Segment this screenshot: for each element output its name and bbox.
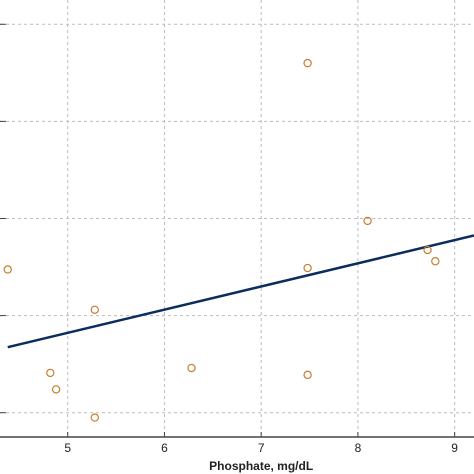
data-point — [51, 385, 61, 394]
data-point — [187, 363, 196, 373]
data-point — [46, 368, 55, 378]
data-point — [303, 58, 312, 68]
x-tick-label: 6 — [161, 441, 168, 455]
data-point — [303, 263, 312, 273]
x-tick-label: 5 — [64, 441, 71, 455]
data-point — [90, 413, 100, 422]
grid — [0, 0, 474, 437]
data-point — [303, 370, 312, 380]
x-tick-labels: 5 6 7 8 9 — [64, 441, 458, 455]
data-point — [431, 257, 440, 266]
data-points — [3, 58, 440, 422]
data-point — [363, 216, 372, 226]
trendline — [7, 234, 474, 349]
data-point — [90, 305, 100, 314]
axes — [0, 23, 474, 438]
x-tick-label: 9 — [451, 441, 458, 455]
x-tick-label: 8 — [355, 441, 362, 455]
trendline-group — [7, 234, 474, 349]
x-axis-title: Phosphate, mg/dL — [209, 459, 313, 473]
data-point — [3, 265, 12, 274]
x-tick-label: 7 — [258, 441, 265, 455]
data-point — [423, 245, 432, 255]
